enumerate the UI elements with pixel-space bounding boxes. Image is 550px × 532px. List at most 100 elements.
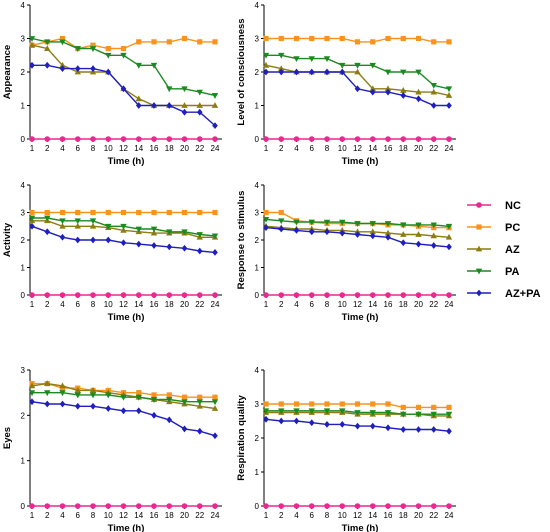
series-az-pa [263,415,452,435]
data-point [196,102,203,108]
data-point [430,242,437,249]
x-tick-label: 8 [325,144,330,153]
data-point [166,243,173,251]
x-tick-label: 4 [60,144,65,153]
legend-marker [475,268,483,275]
data-point [385,35,391,42]
data-point [293,408,300,415]
data-point [135,394,142,401]
data-point [446,292,452,298]
data-point [166,86,173,93]
data-point [135,503,142,509]
y-tick-label: 1 [21,102,26,111]
data-point [59,400,66,408]
series-pc [263,209,452,231]
data-point [400,404,406,410]
data-point [150,62,158,69]
data-point [324,35,330,42]
data-point [105,136,112,142]
data-point [278,401,284,407]
legend-label: AZ [505,244,520,256]
data-point [430,426,437,433]
data-point [400,92,407,99]
data-point [150,397,158,403]
data-point [59,136,66,142]
data-point [196,108,203,116]
legend-entry: PA [467,266,520,278]
data-point [308,503,315,509]
data-point [324,401,330,407]
x-tick-label: 16 [384,300,393,309]
data-point [90,292,96,298]
data-point [90,65,96,73]
data-point [29,503,35,509]
data-point [446,136,452,142]
data-point [44,380,51,386]
legend-marker [476,202,482,208]
data-point [166,503,173,509]
data-point [370,401,376,407]
x-tick-label: 8 [91,300,96,309]
data-point [385,424,391,432]
data-point [120,226,127,233]
x-tick-label: 14 [134,511,143,520]
data-point [59,222,66,229]
data-point [59,39,66,46]
data-point [211,93,219,99]
data-point [135,407,142,415]
x-tick-label: 18 [399,144,408,153]
legend-label: PC [505,222,520,234]
data-point [400,87,407,93]
data-point [105,68,112,76]
x-tick-label: 4 [60,511,65,520]
data-point [400,231,407,237]
series-pa [28,215,219,240]
data-point [28,382,36,389]
data-point [446,243,452,251]
data-point [166,416,173,424]
data-point [263,415,269,423]
data-point [90,209,96,216]
data-point [151,102,157,109]
data-point [293,136,300,142]
legend-entry: PC [467,222,520,234]
data-point [120,52,127,59]
data-point [89,222,97,229]
data-point [339,219,346,226]
data-point [166,292,173,298]
data-point [75,209,81,216]
x-tick-label: 14 [134,300,143,309]
data-point [59,65,66,73]
y-tick-label: 3 [255,400,260,409]
data-point [324,228,330,236]
data-point [262,408,270,415]
data-point [384,229,392,236]
data-point [166,397,173,403]
series-pa [28,36,219,99]
x-tick-label: 10 [104,300,113,309]
data-point [90,503,96,509]
data-point [74,503,81,509]
data-point [384,69,392,76]
data-point [339,503,346,509]
data-point [400,35,406,42]
data-point [151,242,157,249]
data-point [44,45,51,51]
data-point [181,503,188,509]
data-point [354,85,361,93]
data-point [293,292,300,298]
data-point [29,398,35,406]
data-point [308,219,315,226]
series-pc [29,35,218,52]
x-tick-label: 24 [211,144,220,153]
data-point [293,226,300,234]
x-tick-label: 22 [195,144,204,153]
y-tick-label: 4 [255,366,260,375]
data-point [339,136,346,142]
data-point [74,402,81,410]
data-point [44,400,51,408]
data-point [59,35,66,42]
data-point [90,136,96,142]
legend-marker [476,289,482,297]
